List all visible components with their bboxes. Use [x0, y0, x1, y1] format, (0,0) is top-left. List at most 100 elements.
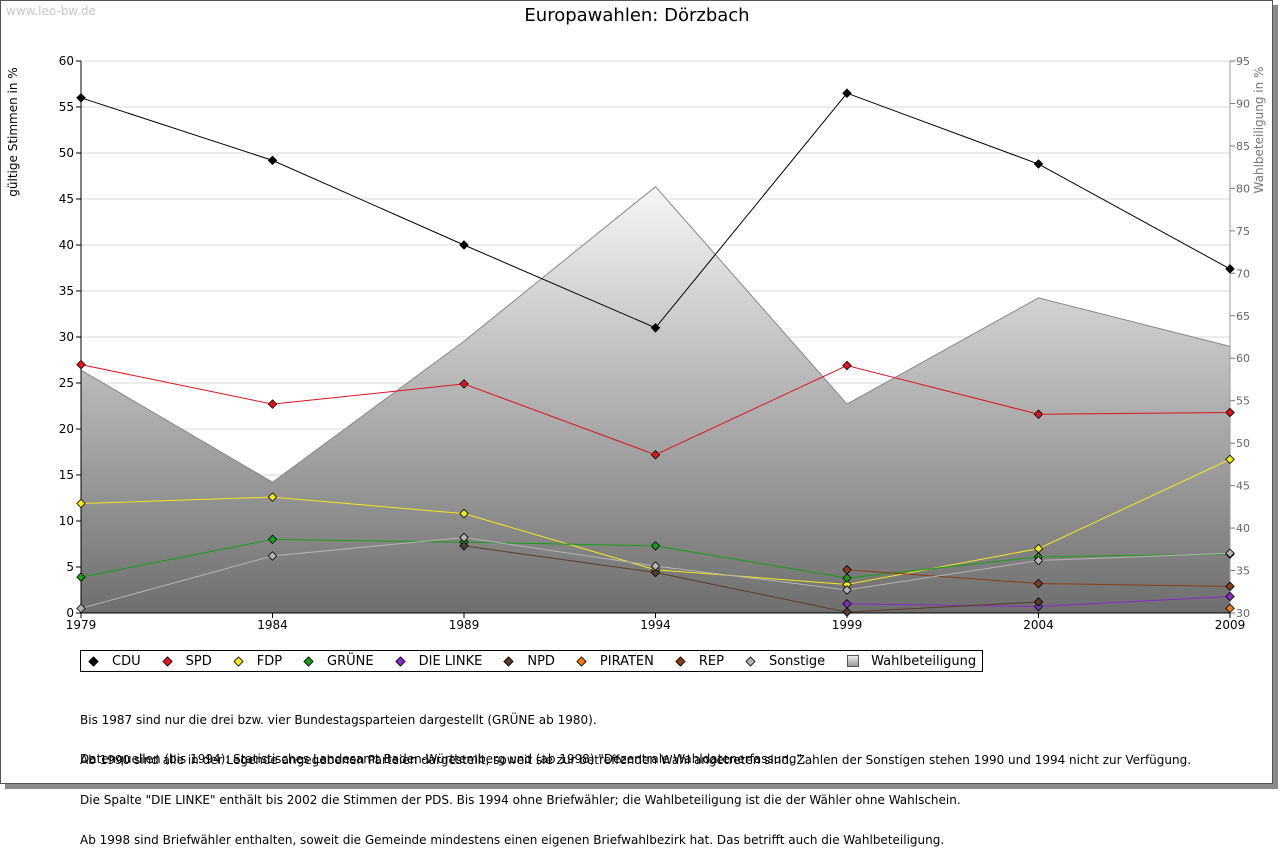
legend-marker-icon — [162, 655, 173, 667]
legend-marker-icon — [745, 655, 756, 667]
note-line: Ab 1998 sind Briefwähler enthalten, sowe… — [80, 833, 945, 848]
y2-tick-label: 70 — [1236, 267, 1250, 280]
legend-item-turnout: Wahlbeteiligung — [847, 654, 976, 669]
x-tick-label: 1979 — [66, 618, 97, 632]
legend-item: REP — [675, 653, 724, 669]
x-tick-label: 1984 — [257, 618, 288, 632]
x-tick-label: 2009 — [1215, 618, 1246, 632]
legend-item: Sonstige — [745, 653, 826, 669]
data-point-npd — [459, 541, 469, 551]
data-point-cdu — [1225, 264, 1235, 274]
legend-label: PIRATEN — [599, 653, 654, 669]
legend-item: GRÜNE — [303, 653, 374, 669]
legend-marker-icon — [88, 655, 99, 667]
data-point-piraten — [1225, 603, 1235, 614]
data-point-gr-ne — [842, 573, 852, 583]
series-rep — [842, 564, 1235, 592]
legend-marker-icon — [233, 655, 244, 667]
y2-tick-label: 35 — [1236, 565, 1250, 578]
y2-tick-label: 85 — [1236, 140, 1250, 153]
data-point-npd — [1033, 597, 1044, 607]
data-point-sonstige — [459, 532, 469, 543]
legend-label: NPD — [527, 653, 555, 669]
legend-marker-icon — [395, 655, 406, 667]
data-point-fdp — [267, 492, 278, 502]
data-point-cdu — [267, 155, 278, 166]
y-tick-label: 35 — [59, 284, 74, 298]
series-line-npd — [463, 545, 1039, 613]
data-source: Datenquellen (bis 1994): Statistisches L… — [80, 752, 806, 766]
turnout-area-line — [80, 185, 1231, 483]
notes: Bis 1987 sind nur die drei bzw. vier Bun… — [80, 687, 1191, 861]
data-point-cdu — [842, 88, 852, 98]
y2-tick-label: 80 — [1236, 182, 1250, 195]
data-point-spd — [459, 379, 469, 389]
data-point-gr-ne — [267, 534, 278, 545]
data-point-spd — [842, 360, 852, 371]
legend-label: Wahlbeteiligung — [871, 653, 977, 669]
series-sonstige — [76, 532, 1235, 614]
legend-marker-icon — [303, 655, 314, 667]
legend-item: DIE LINKE — [395, 653, 483, 669]
legend-marker-icon — [503, 655, 514, 667]
legend-label: GRÜNE — [327, 653, 374, 669]
data-point-gr-ne — [76, 572, 86, 582]
data-point-rep — [1225, 581, 1235, 592]
y-tick-label: 60 — [59, 54, 74, 68]
x-tick-label: 1999 — [832, 618, 863, 632]
data-point-sonstige — [842, 585, 852, 595]
y2-tick-label: 90 — [1236, 97, 1250, 110]
legend-label: DIE LINKE — [418, 653, 483, 669]
data-point-cdu — [650, 323, 661, 333]
y-tick-label: 45 — [59, 192, 74, 206]
y-tick-label: 25 — [59, 376, 74, 390]
data-point-npd — [842, 607, 852, 617]
data-point-cdu — [76, 93, 86, 103]
y2-tick-label: 45 — [1236, 480, 1250, 493]
legend-item: PIRATEN — [576, 653, 654, 669]
x-tick-label: 2004 — [1023, 618, 1054, 632]
data-point-spd — [1033, 409, 1044, 420]
y-tick-label: 10 — [59, 514, 74, 528]
y2-tick-label: 65 — [1236, 310, 1250, 323]
legend-area-swatch-icon — [847, 655, 860, 667]
legend-item: NPD — [503, 653, 555, 669]
legend-label: REP — [698, 653, 724, 669]
turnout-area — [80, 185, 1231, 613]
y-axis-label: gültige Stimmen in % — [6, 67, 20, 196]
y-tick-label: 55 — [59, 100, 74, 114]
turnout-area-fill — [81, 186, 1230, 613]
axes: 0 5 10 15 20 25 30 35 40 45 50 55 60 30 35 40 45 50 55 60 65… — [59, 54, 1250, 632]
legend: CDU SPD FDP GRÜNE DIE LINKE NPD PIRATEN REP Sons… — [80, 650, 984, 672]
note-line: Die Spalte "DIE LINKE" enthält bis 2002 … — [80, 793, 961, 808]
legend-item: FDP — [233, 653, 283, 669]
data-point-fdp — [76, 498, 86, 509]
y-tick-label: 30 — [59, 330, 74, 344]
legend-label: Sonstige — [768, 653, 826, 669]
note-line: Bis 1987 sind nur die drei bzw. vier Bun… — [80, 712, 597, 727]
y2-tick-label: 50 — [1236, 437, 1250, 450]
y2-tick-label: 75 — [1236, 225, 1250, 238]
data-point-die-linke — [1225, 591, 1235, 602]
y2-tick-label: 55 — [1236, 395, 1250, 408]
legend-marker-icon — [675, 655, 686, 667]
legend-label: FDP — [256, 653, 283, 669]
data-point-cdu — [1033, 159, 1044, 169]
data-point-sonstige — [1033, 555, 1044, 566]
data-point-rep — [842, 564, 852, 575]
data-point-cdu — [459, 240, 469, 250]
series-spd — [76, 359, 1235, 460]
legend-item: CDU — [88, 653, 141, 669]
data-point-spd — [267, 399, 278, 409]
chart: Europawahlen: Dörzbach 0 5 10 15 20 25 30 35 40 4… — [6, 5, 1266, 632]
y-tick-label: 20 — [59, 422, 74, 436]
legend-label: CDU — [112, 653, 141, 669]
legend-marker-icon — [576, 655, 587, 667]
y-tick-label: 40 — [59, 238, 74, 252]
series-piraten — [1225, 603, 1235, 614]
y-tick-label: 50 — [59, 146, 74, 160]
y2-tick-label: 60 — [1236, 352, 1250, 365]
note-line: Ab 1990 sind alle in der Legende angegeb… — [80, 753, 1192, 768]
data-point-sonstige — [267, 551, 278, 561]
y2-tick-label: 95 — [1236, 55, 1250, 68]
